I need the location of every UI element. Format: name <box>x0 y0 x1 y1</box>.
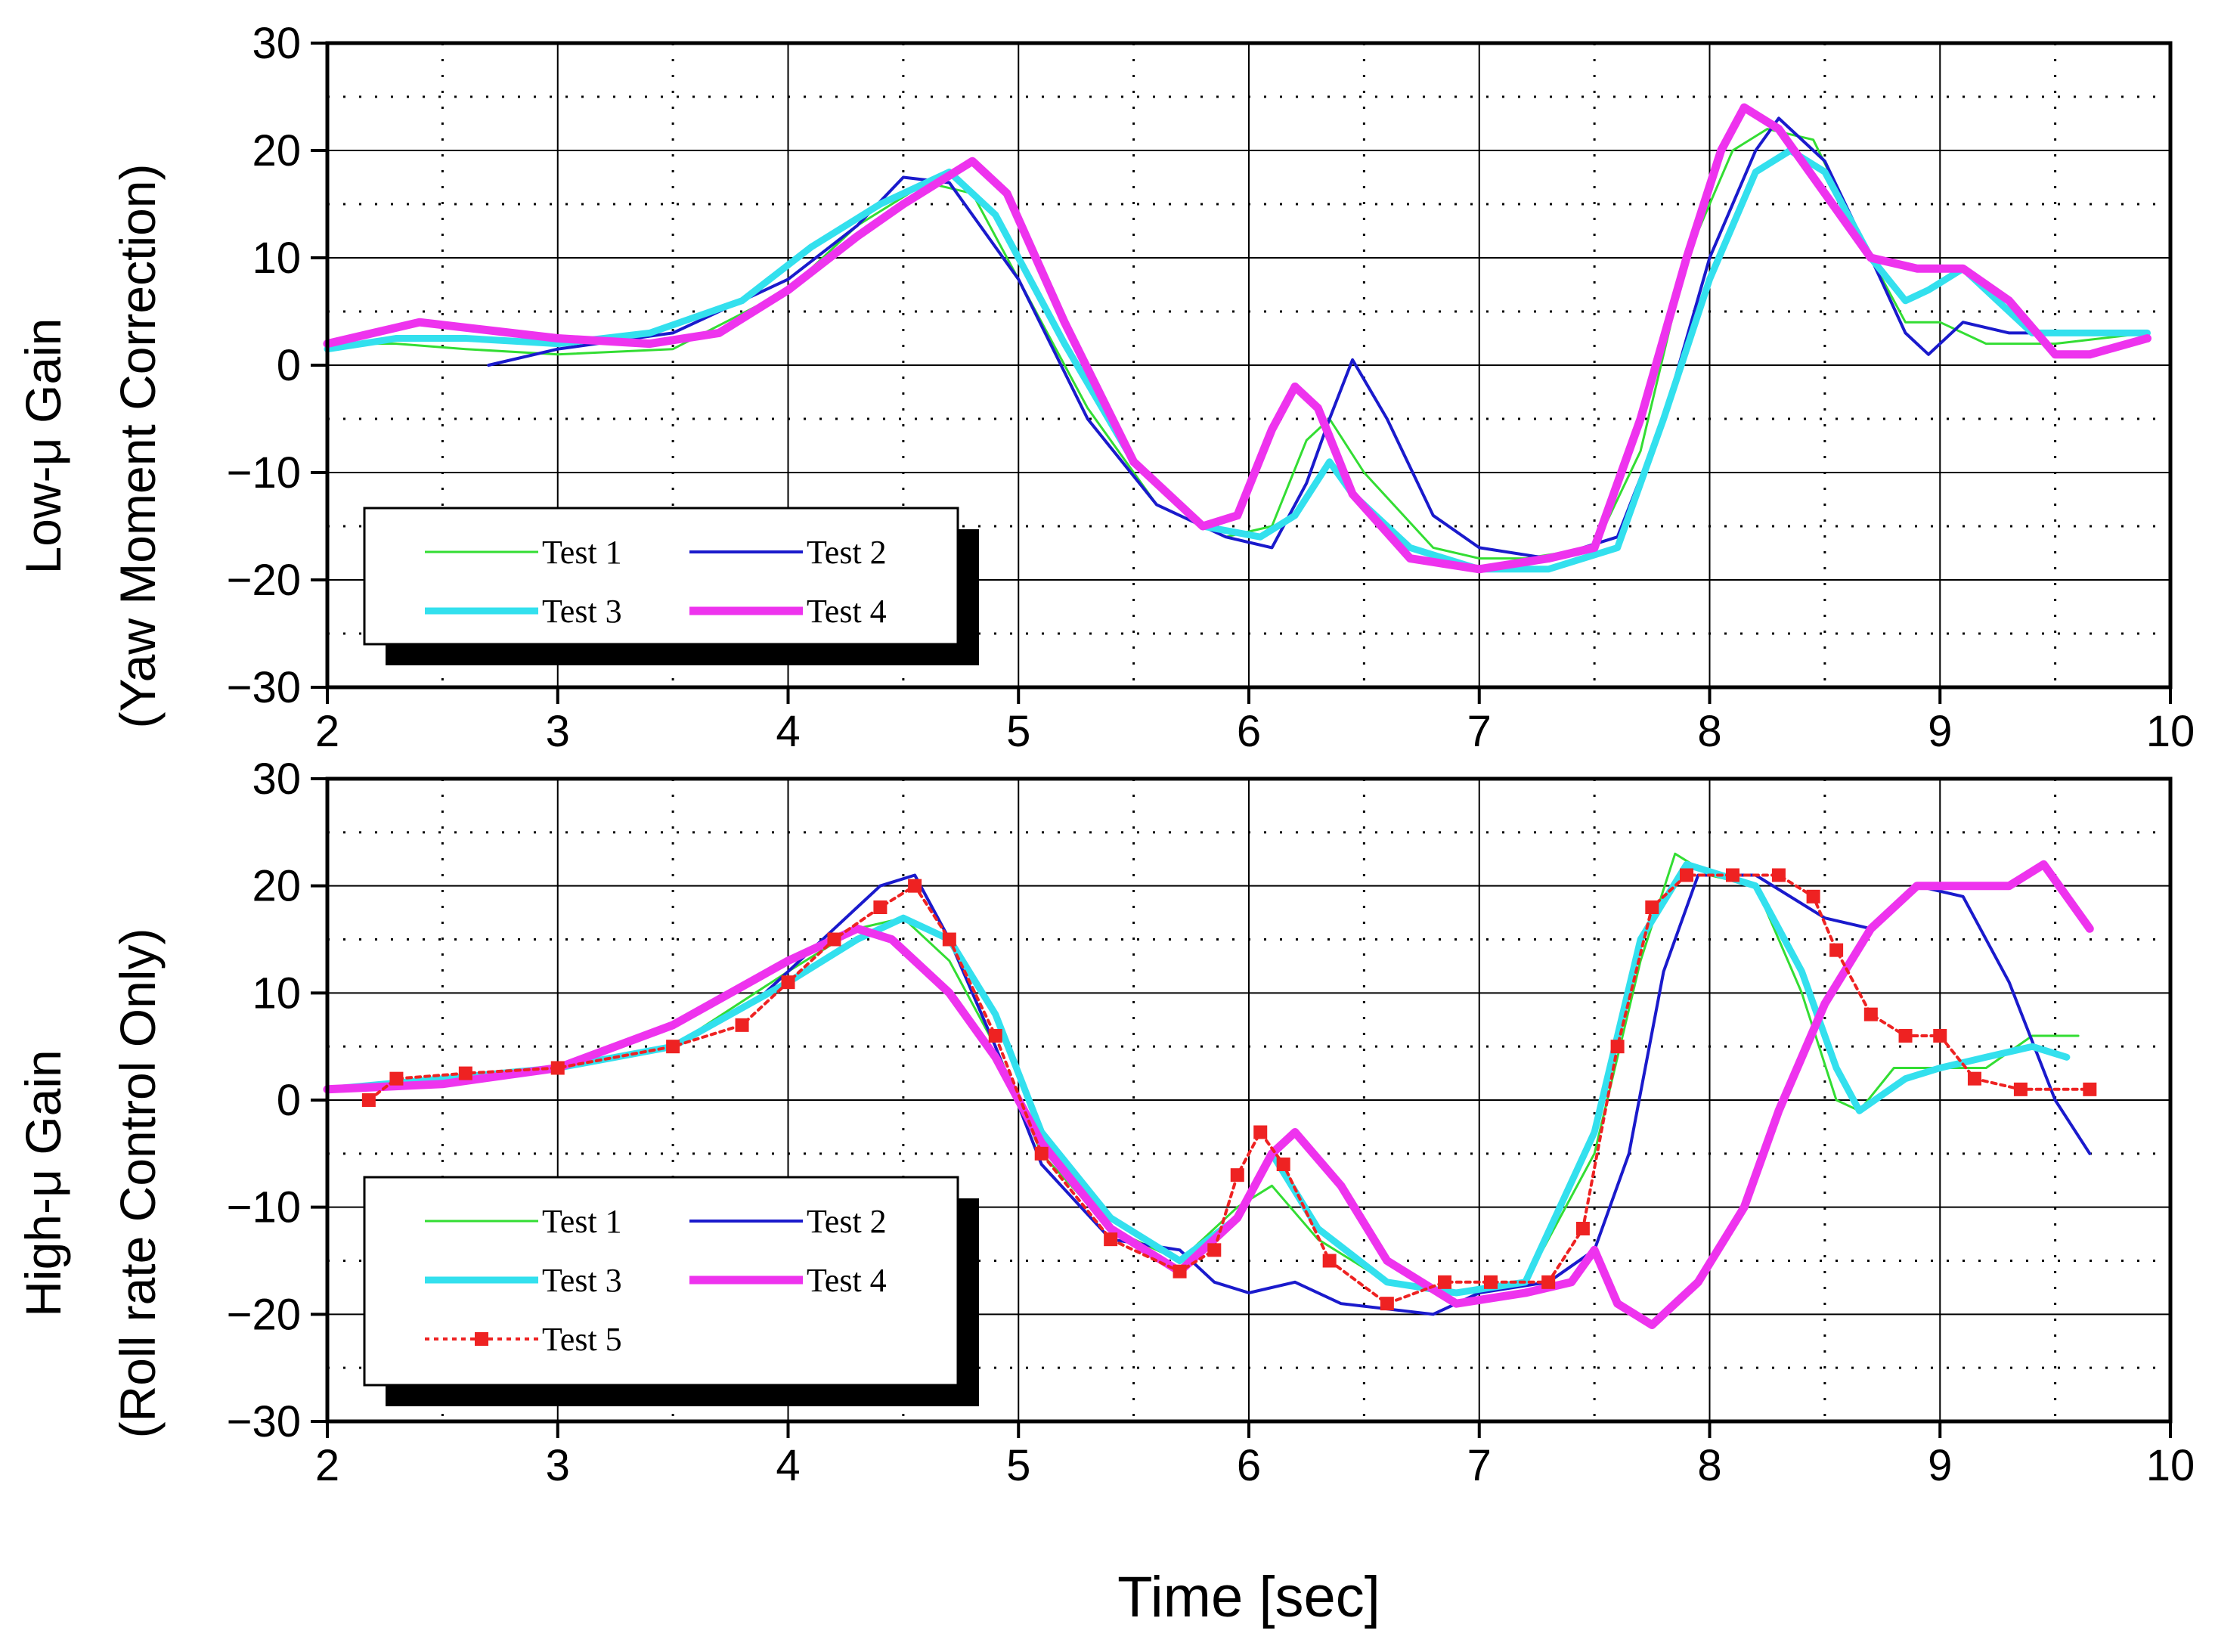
series-line-2 <box>326 873 2092 1316</box>
series-marker <box>1253 1125 1268 1139</box>
y-tick-label: 30 <box>252 19 301 68</box>
x-tick-label: 5 <box>1006 707 1030 756</box>
series-marker <box>1034 1146 1049 1161</box>
series-marker <box>908 879 922 893</box>
x-tick-label: 4 <box>776 1441 800 1490</box>
series-marker <box>2013 1082 2028 1096</box>
series-marker <box>1967 1071 1981 1086</box>
y-axis-label-low-mu-line1: Low-μ Gain <box>15 318 71 575</box>
y-tick-label: 30 <box>252 755 301 804</box>
y-tick-label: −10 <box>227 1183 301 1232</box>
series-marker <box>361 1093 376 1107</box>
panel-low-mu: Low-μ Gain (Yaw Moment Correction) 2 3 4 5 6… <box>15 19 2195 756</box>
x-axis-label: Time [sec] <box>1117 1565 1380 1629</box>
series-line-4 <box>323 860 2094 1329</box>
series-marker <box>1829 943 1844 957</box>
x-tick-label: 9 <box>1928 1441 1952 1490</box>
series-marker <box>988 1029 1002 1043</box>
legend-label-3: Test 3 <box>542 1262 622 1299</box>
legend-label-4: Test 4 <box>807 593 887 630</box>
y-tick-label: −10 <box>227 448 301 497</box>
series-marker <box>1322 1254 1337 1268</box>
series-marker <box>666 1040 680 1054</box>
series-line-3 <box>324 860 2071 1297</box>
series-marker <box>1276 1158 1290 1171</box>
series-marker <box>1230 1168 1244 1182</box>
x-tick-label: 7 <box>1467 1441 1492 1490</box>
series-line-2 <box>487 116 2149 560</box>
y-tick-label: 0 <box>277 1076 301 1125</box>
series-marker <box>1104 1232 1118 1247</box>
y-tick-label: −20 <box>227 556 301 605</box>
series-marker <box>2083 1082 2097 1096</box>
legend-label-4: Test 4 <box>807 1262 887 1299</box>
series-marker <box>1207 1243 1222 1257</box>
series-marker <box>1380 1297 1394 1311</box>
series-marker <box>735 1018 749 1032</box>
series-marker <box>781 975 795 990</box>
x-tick-label: 3 <box>546 707 570 756</box>
x-tick-label: 2 <box>315 707 339 756</box>
legend-label-1: Test 1 <box>542 534 622 571</box>
y-axis-label-high-mu-line1: High-μ Gain <box>15 1049 71 1317</box>
y-tick-label: 0 <box>277 341 301 390</box>
y-tick-label: −30 <box>227 1397 301 1446</box>
series-marker <box>550 1061 565 1075</box>
series-marker <box>458 1066 472 1080</box>
x-tick-label: 10 <box>2146 707 2195 756</box>
legend-label-2: Test 2 <box>807 1203 887 1240</box>
series-line-5 <box>367 873 2092 1306</box>
y-tick-label: 10 <box>252 969 301 1018</box>
legend-label-5: Test 5 <box>542 1321 622 1358</box>
series-marker <box>1438 1275 1452 1289</box>
x-tick-label: 10 <box>2146 1441 2195 1490</box>
y-tick-label: 20 <box>252 862 301 911</box>
series-marker <box>1610 1040 1625 1054</box>
series-marker <box>1173 1264 1187 1279</box>
x-tick-label: 4 <box>776 707 800 756</box>
series-marker <box>1725 868 1739 882</box>
x-tick-label: 6 <box>1237 1441 1261 1490</box>
legend-label-1: Test 1 <box>542 1203 622 1240</box>
legend-label-2: Test 2 <box>807 534 887 571</box>
series-marker <box>1898 1029 1913 1043</box>
series-marker <box>1575 1222 1590 1235</box>
series-marker <box>1680 868 1694 882</box>
series-marker <box>1806 889 1820 903</box>
series-marker <box>1541 1275 1556 1289</box>
y-axis-label-low-mu-line2: (Yaw Moment Correction) <box>110 164 166 729</box>
x-tick-label: 2 <box>315 1441 339 1490</box>
x-tick-label: 5 <box>1006 1441 1030 1490</box>
y-tick-label: −30 <box>227 663 301 712</box>
y-tick-label: 10 <box>252 234 301 283</box>
y-tick-label: 20 <box>252 126 301 175</box>
legend-marker <box>475 1332 488 1346</box>
x-tick-label: 8 <box>1697 1441 1721 1490</box>
x-tick-label: 6 <box>1237 707 1261 756</box>
y-axis-label-high-mu-line2: (Roll rate Control Only) <box>110 928 166 1439</box>
series-line-4 <box>323 103 2151 574</box>
y-tick-label: −20 <box>227 1290 301 1339</box>
legend-box <box>363 507 959 646</box>
series-marker <box>1863 1007 1878 1021</box>
x-tick-label: 8 <box>1697 707 1721 756</box>
series-marker <box>389 1071 404 1086</box>
series-marker <box>873 900 888 914</box>
series-marker <box>1771 868 1786 882</box>
x-tick-label: 7 <box>1467 707 1492 756</box>
series-marker <box>1933 1029 1947 1043</box>
series-marker <box>942 932 956 947</box>
series-marker <box>827 932 841 947</box>
x-tick-label: 9 <box>1928 707 1952 756</box>
series-marker <box>1483 1275 1498 1289</box>
legend-label-3: Test 3 <box>542 593 622 630</box>
series-marker <box>1645 900 1659 914</box>
x-tick-label: 3 <box>546 1441 570 1490</box>
panel-high-mu: High-μ Gain (Roll rate Control Only) 2 3 4… <box>15 755 2195 1490</box>
